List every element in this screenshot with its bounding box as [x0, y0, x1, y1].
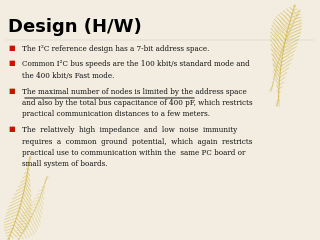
Text: ■: ■	[8, 60, 15, 66]
Text: The maximal number of nodes is limited by the address space: The maximal number of nodes is limited b…	[22, 88, 247, 96]
Text: The  relatively  high  impedance  and  low  noise  immunity: The relatively high impedance and low no…	[22, 126, 237, 134]
Text: ■: ■	[8, 45, 15, 51]
Text: and also by the total bus capacitance of 400 pF, which restricts: and also by the total bus capacitance of…	[22, 99, 252, 107]
Text: requires  a  common  ground  potential,  which  again  restricts: requires a common ground potential, whic…	[22, 138, 252, 145]
Text: Common I²C bus speeds are the 100 kbit/s standard mode and: Common I²C bus speeds are the 100 kbit/s…	[22, 60, 250, 68]
Text: the 400 kbit/s Fast mode.: the 400 kbit/s Fast mode.	[22, 72, 114, 80]
Text: Design (H/W): Design (H/W)	[8, 18, 142, 36]
Text: small system of boards.: small system of boards.	[22, 161, 108, 168]
Text: ■: ■	[8, 88, 15, 94]
Text: practical use to communication within the  same PC board or: practical use to communication within th…	[22, 149, 245, 157]
Text: The I²C reference design has a 7-bit address space.: The I²C reference design has a 7-bit add…	[22, 45, 209, 53]
Text: ■: ■	[8, 126, 15, 132]
Text: practical communication distances to a few meters.: practical communication distances to a f…	[22, 110, 210, 119]
